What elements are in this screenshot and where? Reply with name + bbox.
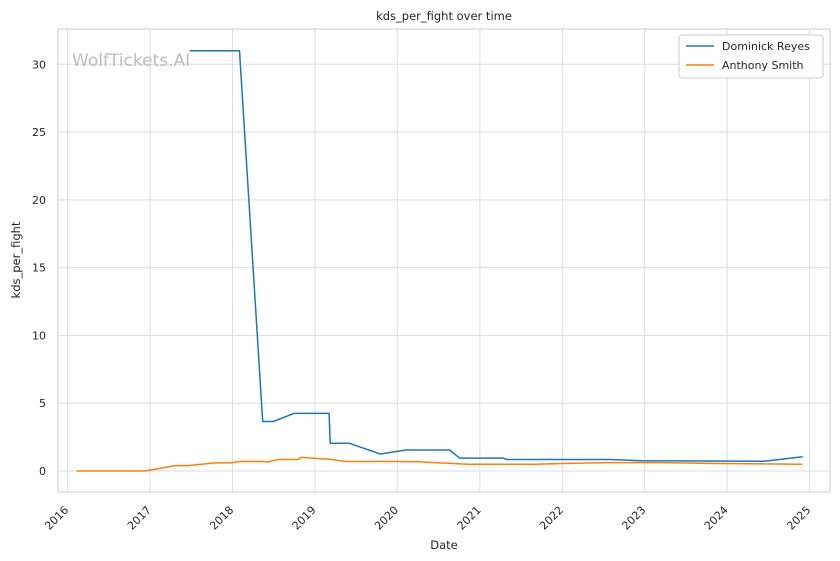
watermark-text: WolfTickets.AI: [72, 51, 190, 71]
y-tick-label: 5: [39, 397, 46, 410]
legend: Dominick Reyes Anthony Smith: [678, 34, 824, 79]
y-tick-label: 25: [32, 126, 46, 139]
y-tick-label: 20: [32, 194, 46, 207]
y-tick-label: 10: [32, 329, 46, 342]
y-tick-label: 0: [39, 465, 46, 478]
legend-box: [678, 34, 824, 79]
legend-label: Anthony Smith: [722, 59, 804, 72]
y-tick-label: 30: [32, 58, 46, 71]
grid-lines: [58, 29, 830, 492]
x-axis-label: Date: [430, 538, 458, 552]
y-tick-labels: 0 5 10 15 20 25 30: [32, 58, 46, 478]
series-line-0: [189, 49, 803, 462]
legend-label: Dominick Reyes: [722, 40, 810, 53]
chart-title: kds_per_fight over time: [376, 9, 512, 23]
y-axis-label: kds_per_fight: [9, 221, 23, 298]
y-tick-label: 15: [32, 262, 46, 275]
plot-frame: [57, 28, 831, 493]
series-line-1: [76, 456, 803, 472]
series-lines: [76, 49, 803, 472]
